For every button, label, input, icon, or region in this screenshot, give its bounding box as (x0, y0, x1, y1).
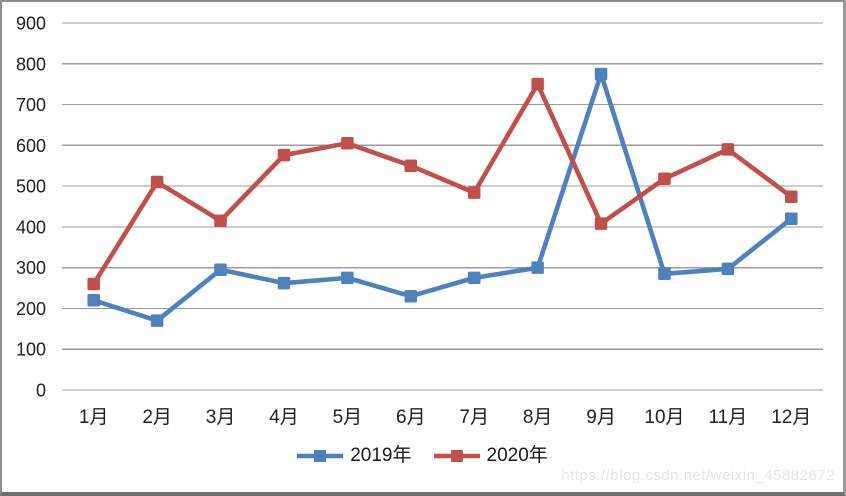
series-line-2019年 (91, 71, 794, 323)
y-axis-tick-label: 500 (16, 177, 46, 197)
data-point-2020年-5月 (341, 137, 354, 150)
x-axis-tick-label: 2月 (142, 407, 172, 428)
y-axis-tick-label: 300 (16, 258, 46, 278)
x-axis-tick-label: 10月 (644, 407, 684, 428)
data-point-2019年-2月 (150, 314, 164, 327)
data-point-2019年-1月 (87, 294, 100, 307)
x-axis-tick-label: 7月 (459, 407, 489, 428)
data-point-2019年-11月 (721, 262, 735, 276)
y-axis-tick-label: 0 (36, 381, 46, 401)
y-axis-tick-label: 700 (16, 95, 46, 115)
data-point-2019年-8月 (531, 261, 544, 274)
data-point-2019年-10月 (658, 267, 671, 281)
data-point-2020年-6月 (404, 159, 418, 172)
y-axis-tick-label: 800 (16, 54, 46, 74)
x-axis-tick-label: 11月 (709, 407, 748, 428)
data-point-2019年-9月 (594, 67, 608, 81)
data-point-2020年-4月 (277, 148, 291, 162)
series-line-2020年 (91, 81, 794, 287)
data-point-2020年-10月 (658, 172, 671, 186)
x-axis-tick-label: 1月 (79, 407, 109, 428)
x-axis-tick-label: 4月 (269, 407, 299, 428)
data-point-2020年-2月 (150, 175, 164, 189)
y-axis-tick-label: 400 (16, 217, 46, 237)
data-point-2019年-12月 (785, 212, 798, 225)
data-point-2019年-7月 (467, 271, 481, 285)
data-point-2020年-7月 (467, 186, 481, 199)
data-point-2020年-12月 (785, 190, 798, 203)
data-point-2020年-11月 (721, 143, 735, 156)
data-point-2019年-3月 (214, 263, 227, 276)
y-axis-tick-label: 900 (16, 14, 46, 34)
x-axis-tick-label: 6月 (396, 407, 426, 428)
data-point-2019年-5月 (341, 271, 354, 285)
data-point-2019年-6月 (404, 289, 418, 303)
data-point-2020年-1月 (87, 277, 100, 291)
data-point-2020年-9月 (594, 217, 608, 230)
y-axis-tick-label: 600 (16, 136, 46, 156)
data-point-2020年-8月 (531, 77, 544, 91)
x-axis-tick-label: 12月 (771, 407, 811, 428)
data-point-2019年-4月 (277, 276, 291, 290)
x-axis-tick-label: 3月 (206, 407, 236, 428)
x-axis-tick-label: 5月 (333, 407, 363, 428)
data-point-2020年-3月 (214, 214, 227, 228)
x-axis-tick-label: 8月 (523, 407, 553, 428)
x-axis-tick-label: 9月 (586, 407, 616, 428)
y-axis-tick-label: 200 (16, 299, 46, 319)
y-axis-tick-label: 100 (16, 340, 46, 360)
